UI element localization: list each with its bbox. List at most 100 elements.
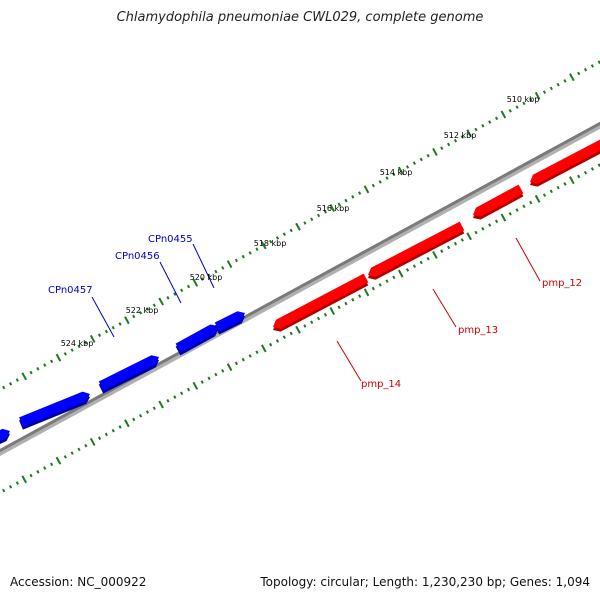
gene-label-pmp-13[interactable]: pmp_13 <box>458 325 498 336</box>
map-title: Chlamydophila pneumoniae CWL029, complet… <box>116 10 484 25</box>
major-tick <box>329 307 336 316</box>
minor-tick <box>549 189 553 194</box>
minor-tick <box>371 286 375 291</box>
minor-tick <box>460 135 464 139</box>
leader-cpn0456 <box>159 261 182 304</box>
scale-label: 514 kbp <box>380 168 413 177</box>
minor-tick <box>173 395 177 399</box>
minor-tick <box>63 352 67 356</box>
gene-label-pmp-14[interactable]: pmp_14 <box>361 379 401 390</box>
minor-tick <box>522 101 526 106</box>
major-tick <box>295 222 301 231</box>
minor-tick <box>419 157 423 162</box>
major-tick <box>226 260 233 269</box>
minor-tick <box>426 153 430 158</box>
gene-label-leaders <box>91 237 541 382</box>
minor-tick <box>43 466 47 470</box>
major-tick <box>363 185 370 194</box>
minor-tick <box>419 260 423 265</box>
minor-tick <box>84 340 88 345</box>
minor-tick <box>241 357 245 362</box>
minor-tick <box>207 273 211 278</box>
reverse-strand-genes <box>0 311 245 445</box>
minor-tick <box>515 105 519 109</box>
minor-tick <box>440 249 444 254</box>
minor-tick <box>200 380 204 384</box>
minor-tick <box>351 195 355 199</box>
gene-reverse-c <box>98 355 159 394</box>
gene-label-cpn0457[interactable]: CPn0457 <box>48 285 93 296</box>
minor-tick <box>358 191 362 195</box>
major-tick <box>124 316 130 325</box>
minor-tick <box>269 342 273 347</box>
accession-label: Accession: NC_000922 <box>10 575 147 589</box>
minor-tick <box>50 462 54 467</box>
minor-tick <box>508 212 512 216</box>
scale-label: 524 kbp <box>61 339 94 348</box>
minor-tick <box>234 361 239 366</box>
minor-tick <box>494 116 499 121</box>
minor-tick <box>63 455 67 459</box>
minor-tick <box>385 176 389 180</box>
minor-tick <box>316 316 321 321</box>
gene-label-cpn0456[interactable]: CPn0456 <box>115 251 160 262</box>
minor-tick <box>515 208 519 212</box>
minor-tick <box>152 303 156 308</box>
minor-tick <box>50 359 54 364</box>
minor-tick <box>234 258 239 263</box>
minor-tick <box>15 481 19 485</box>
minor-tick <box>549 86 553 91</box>
minor-tick <box>488 120 492 124</box>
minor-tick <box>145 410 150 414</box>
minor-tick <box>36 470 40 474</box>
major-tick <box>21 475 28 484</box>
minor-tick <box>118 425 122 429</box>
major-tick <box>261 344 267 353</box>
scale-label: 516 kbp <box>317 204 350 213</box>
major-tick <box>295 325 301 334</box>
genome-summary: Topology: circular; Length: 1,230,230 bp… <box>260 575 590 589</box>
minor-tick <box>481 123 485 128</box>
minor-tick <box>405 165 410 169</box>
major-tick <box>55 353 62 362</box>
minor-tick <box>104 432 108 437</box>
major-tick <box>397 269 404 278</box>
minor-tick <box>447 142 451 147</box>
gene-label-cpn0455[interactable]: CPn0455 <box>148 234 193 245</box>
minor-tick <box>378 283 382 287</box>
minor-tick <box>221 266 225 270</box>
minor-tick <box>474 127 478 132</box>
major-tick <box>397 166 404 175</box>
minor-tick <box>440 146 444 151</box>
gene-cpn0455 <box>214 311 245 335</box>
scale-label: 512 kbp <box>444 131 477 140</box>
major-tick <box>569 73 575 82</box>
minor-tick <box>426 256 430 261</box>
minor-tick <box>577 174 581 179</box>
minor-tick <box>29 473 33 478</box>
major-tick <box>329 204 336 213</box>
major-tick <box>261 241 267 250</box>
major-tick <box>466 129 472 138</box>
major-tick <box>192 278 199 287</box>
minor-tick <box>529 97 533 102</box>
minor-tick <box>241 254 245 259</box>
outer-tick-track <box>2 60 600 390</box>
major-tick <box>432 147 438 156</box>
leader-pmp-14 <box>336 340 362 382</box>
gene-label-pmp-12[interactable]: pmp_12 <box>542 278 582 289</box>
minor-tick <box>590 167 594 171</box>
gene-cpn0457 <box>175 324 218 356</box>
minor-tick <box>310 320 314 325</box>
minor-tick <box>248 251 252 255</box>
major-tick <box>89 334 96 343</box>
minor-tick <box>132 417 136 422</box>
major-tick <box>466 232 472 241</box>
minor-tick <box>412 264 417 268</box>
minor-tick <box>269 239 273 244</box>
minor-tick <box>344 198 348 203</box>
gene-reverse-a <box>0 428 10 445</box>
minor-tick <box>111 428 115 433</box>
gene-reverse-b <box>19 391 91 430</box>
